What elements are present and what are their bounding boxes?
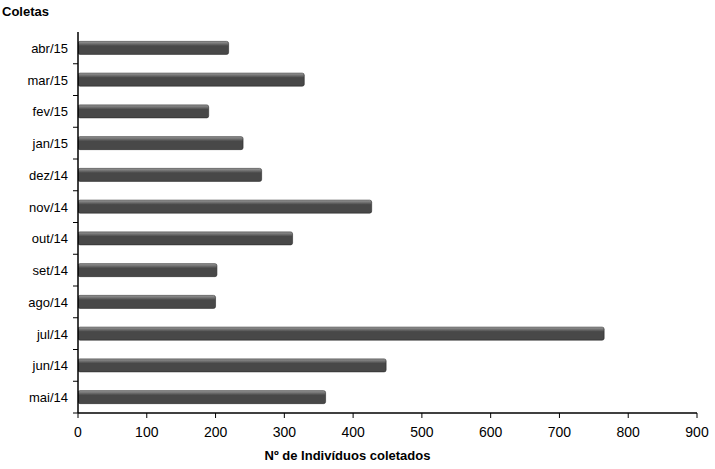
y-tick: [73, 286, 78, 287]
x-tick-label: 100: [135, 424, 159, 440]
x-tick-label: 400: [341, 424, 365, 440]
x-tick: [284, 413, 285, 418]
bar: [78, 200, 372, 213]
y-tick: [73, 63, 78, 64]
x-tick: [78, 413, 79, 418]
y-tick-label: mar/15: [28, 73, 68, 88]
y-tick: [73, 381, 78, 382]
y-tick: [73, 95, 78, 96]
x-tick: [628, 413, 629, 418]
y-tick-label: jan/15: [32, 136, 68, 151]
bar: [78, 295, 216, 308]
x-tick-label: 900: [685, 424, 709, 440]
y-tick-label: nov/14: [29, 200, 68, 215]
y-tick: [73, 159, 78, 160]
bar: [78, 168, 262, 181]
bar: [78, 137, 243, 150]
x-tick: [215, 413, 216, 418]
x-axis-line: [78, 412, 697, 414]
x-tick: [146, 413, 147, 418]
bar: [78, 105, 209, 118]
bar: [78, 391, 326, 404]
y-tick-label: dez/14: [29, 168, 68, 183]
bar: [78, 232, 293, 245]
x-tick: [559, 413, 560, 418]
y-axis-title: Coletas: [2, 4, 49, 19]
y-tick: [73, 317, 78, 318]
y-tick-label: ago/14: [28, 295, 68, 310]
bar: [78, 73, 304, 86]
bars: [78, 41, 604, 403]
chart-svg: 0 100 200 300 400 500 600 700 800 900 mai/14 jun/14…: [0, 0, 715, 469]
x-axis-title: Nº de Indivíduos coletados: [265, 448, 431, 463]
x-tick-label: 800: [617, 424, 641, 440]
bar: [78, 41, 229, 54]
y-tick: [73, 254, 78, 255]
x-tick-label: 500: [410, 424, 434, 440]
x-tick-label: 600: [479, 424, 503, 440]
bar: [78, 359, 386, 372]
y-tick-label: out/14: [32, 231, 68, 246]
y-tick-label: jun/14: [32, 358, 68, 373]
y-tick: [73, 222, 78, 223]
y-tick-label: abr/15: [31, 41, 68, 56]
bar: [78, 327, 604, 340]
x-tick-label: 300: [273, 424, 297, 440]
y-tick-label: set/14: [33, 263, 68, 278]
y-tick: [73, 413, 78, 414]
y-tick-label: jul/14: [36, 327, 68, 342]
x-tick: [353, 413, 354, 418]
y-tick: [73, 190, 78, 191]
x-tick-label: 0: [74, 424, 82, 440]
y-tick-label: mai/14: [29, 390, 68, 405]
x-tick: [697, 413, 698, 418]
y-tick-label: fev/15: [33, 104, 68, 119]
x-tick-label: 700: [548, 424, 572, 440]
y-tick: [73, 127, 78, 128]
y-tick: [73, 349, 78, 350]
x-tick: [490, 413, 491, 418]
chart-container: 0 100 200 300 400 500 600 700 800 900 mai/14 jun/14…: [0, 0, 715, 469]
bar: [78, 264, 217, 277]
x-tick: [421, 413, 422, 418]
x-tick-label: 200: [204, 424, 228, 440]
